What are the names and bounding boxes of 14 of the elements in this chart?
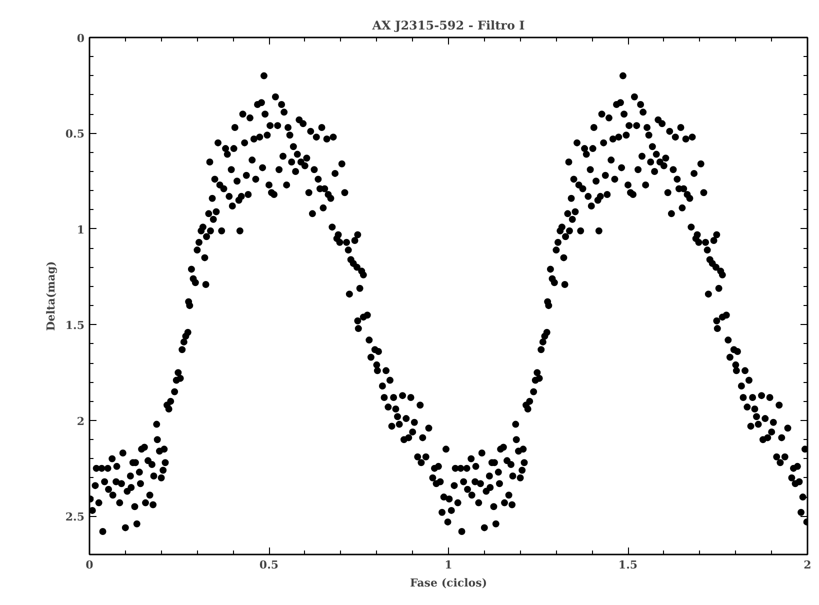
x-tick-label: 1	[444, 558, 452, 572]
y-tick-label: 0.5	[65, 128, 85, 141]
y-axis-title: Delta(mag)	[44, 261, 58, 331]
x-tick-label: 0	[86, 558, 94, 572]
y-tick-label: 2.5	[65, 510, 85, 524]
x-tick-label: 0.5	[259, 558, 279, 572]
y-tick-label: 1	[76, 223, 84, 236]
chart-title: AX J2315-592 - Filtro I	[371, 18, 526, 32]
x-tick-label: 2	[804, 558, 812, 572]
y-tick-label: 2	[76, 414, 84, 428]
x-tick-label: 1.5	[618, 558, 638, 572]
y-tick-label: 1.5	[65, 319, 85, 332]
x-axis-title: Fase (ciclos)	[410, 576, 488, 590]
y-tick-label: 0	[76, 32, 85, 45]
